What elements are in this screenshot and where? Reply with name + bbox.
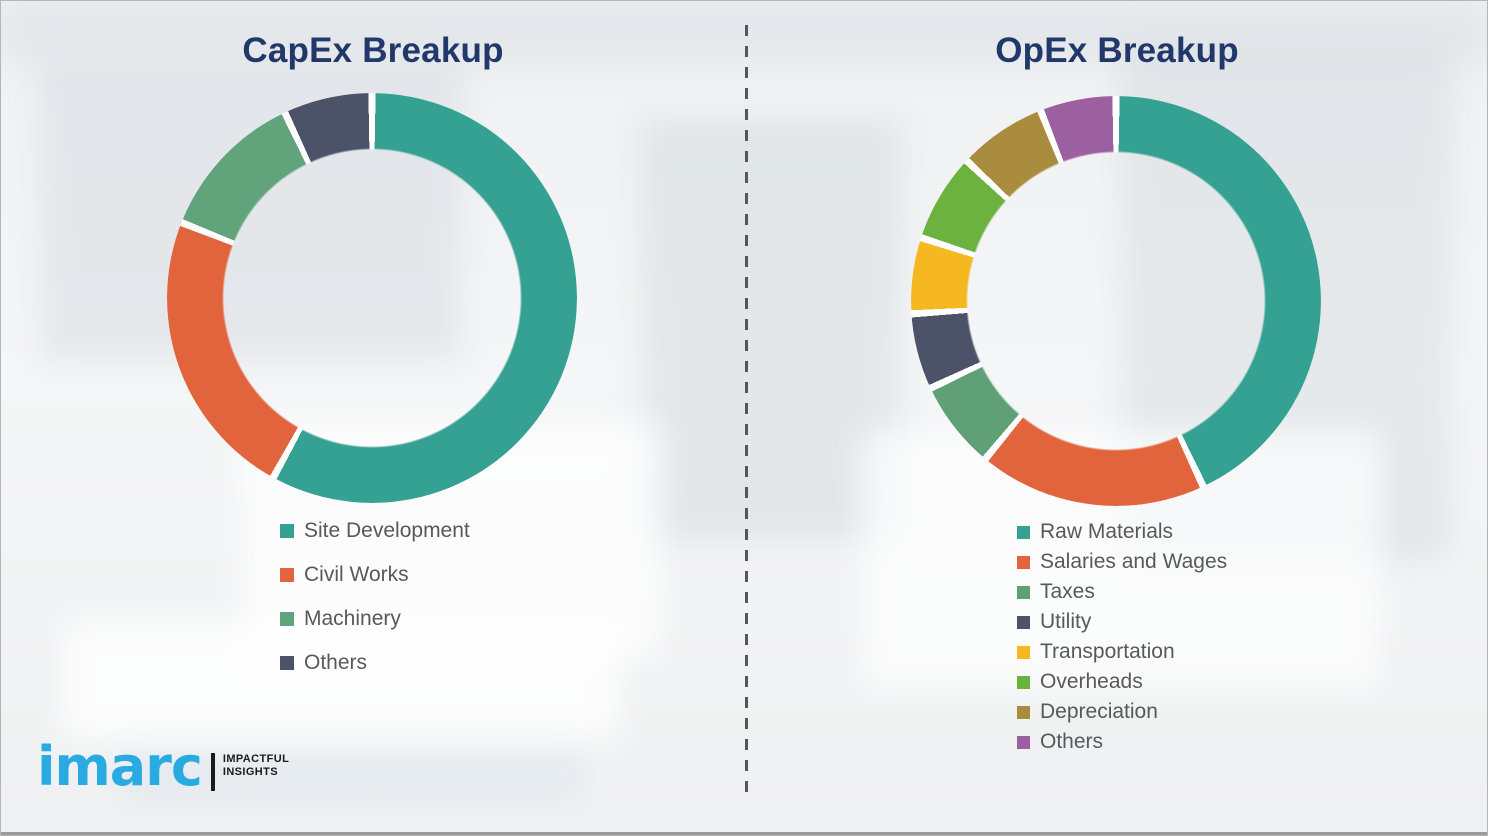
bottom-border [1,832,1487,835]
opex-legend: Raw Materials Salaries and Wages Taxes Util… [1017,517,1227,757]
legend-label: Raw Materials [1040,520,1174,543]
legend-item: Site Development [280,509,470,553]
legend-swatch [280,612,294,626]
capex-chart-title: CapEx Breakup [242,31,504,70]
legend-label: Depreciation [1040,700,1158,723]
imarc-logo-tagline: IMPACTFUL INSIGHTS [223,753,289,779]
legend-swatch [280,524,294,538]
background-texture [641,121,901,541]
legend-label: Site Development [304,519,470,542]
legend-swatch [1017,585,1030,599]
legend-label: Utility [1040,610,1092,633]
opex-chart-title: OpEx Breakup [995,31,1239,70]
legend-swatch [1017,675,1030,689]
legend-item: Depreciation [1017,697,1227,727]
legend-label: Transportation [1040,640,1175,663]
capex-donut-chart [167,93,577,503]
legend-swatch [1017,615,1030,629]
legend-item: Civil Works [280,553,470,597]
legend-swatch [1017,705,1030,719]
legend-label: Salaries and Wages [1040,550,1228,573]
legend-swatch [1017,645,1030,659]
legend-item: Salaries and Wages [1017,547,1227,577]
legend-swatch [1017,525,1030,539]
legend-label: Overheads [1040,670,1143,693]
legend-swatch [280,568,294,582]
opex-donut-chart [911,96,1321,506]
legend-item: Raw Materials [1017,517,1227,547]
legend-item: Others [280,641,470,685]
legend-label: Machinery [304,607,401,630]
imarc-logo-text: imarc [37,735,203,798]
tagline-line-2: INSIGHTS [222,766,279,778]
legend-item: Transportation [1017,637,1227,667]
imarc-logo-divider-bar [210,753,215,791]
legend-swatch [280,656,294,670]
legend-item: Utility [1017,607,1227,637]
legend-label: Civil Works [304,563,409,586]
legend-swatch [1017,735,1030,749]
imarc-logo: imarc IMPACTFUL INSIGHTS [37,737,289,797]
tagline-line-1: IMPACTFUL [222,753,290,765]
legend-item: Overheads [1017,667,1227,697]
capex-legend: Site Development Civil Works Machinery Othe… [280,509,470,685]
legend-item: Others [1017,727,1227,757]
legend-label: Others [304,651,368,674]
legend-item: Machinery [280,597,470,641]
legend-swatch [1017,555,1030,569]
legend-label: Taxes [1040,580,1095,603]
dashed-divider-line [745,25,748,793]
legend-label: Others [1040,730,1104,753]
legend-item: Taxes [1017,577,1227,607]
